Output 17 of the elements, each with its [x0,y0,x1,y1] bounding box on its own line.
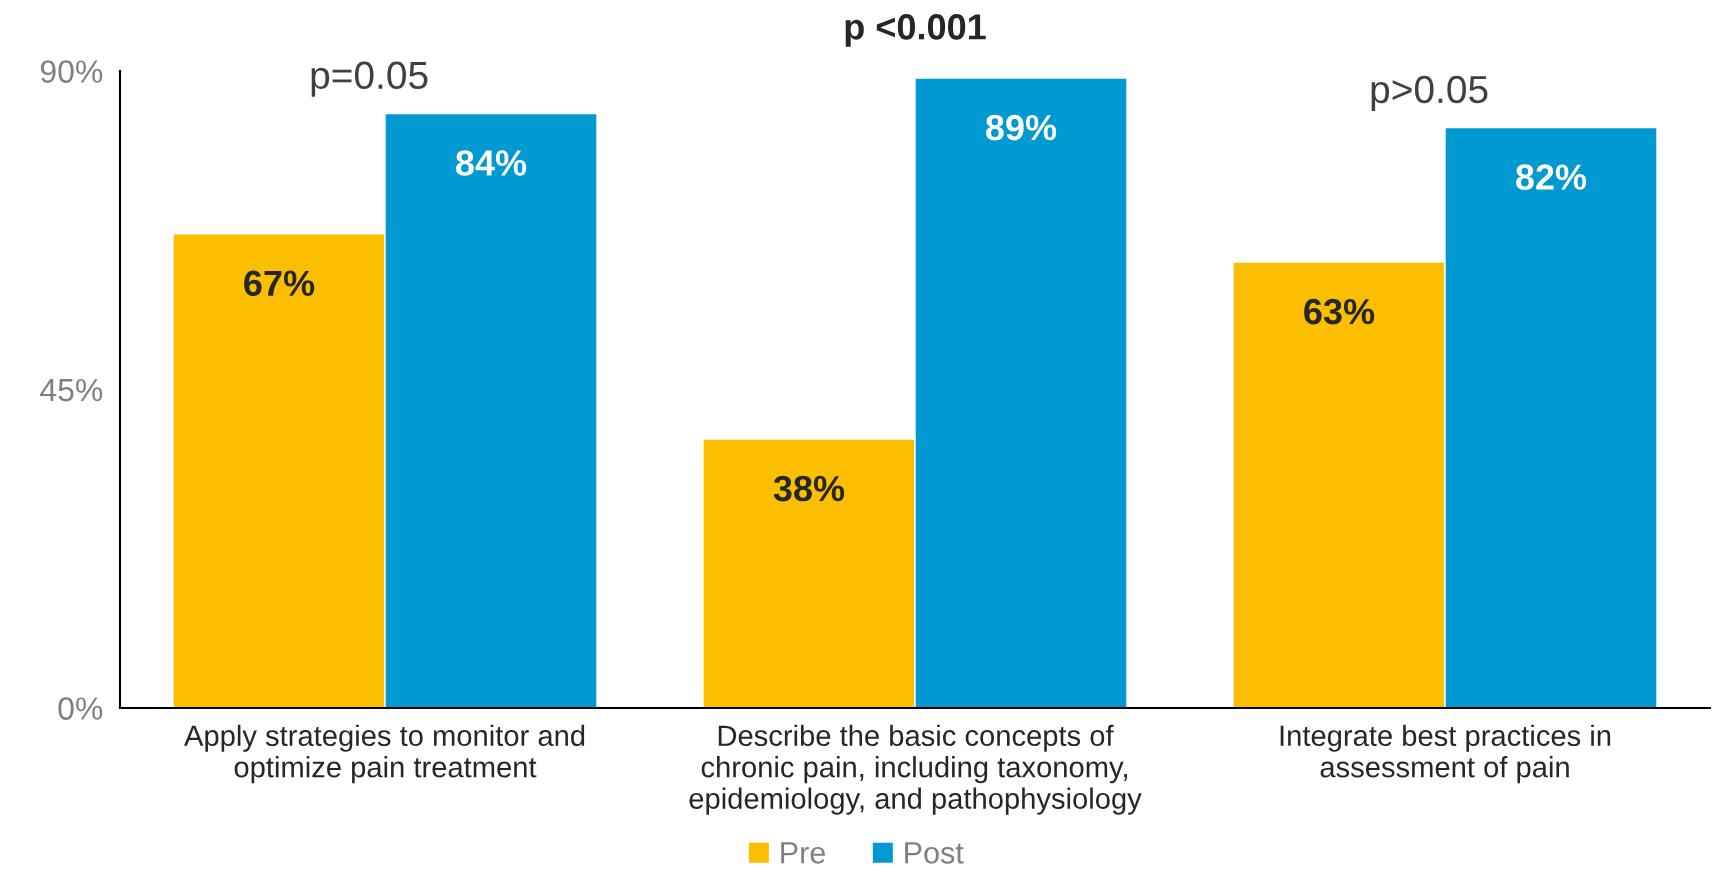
x-tick-label: Integrate best practices in assessment of pain [1280,724,1611,784]
y-tick-label: 45% [40,378,103,402]
y-tick-label: 0% [58,697,103,720]
chart-title: p <0.001 [845,14,986,47]
legend-label: Post [905,842,964,864]
data-label: 38% [773,475,845,502]
data-label: 89% [986,114,1057,141]
legend-label: Pre [781,842,825,864]
data-label: 63% [1304,298,1375,325]
data-label: 67% [244,270,315,297]
data-label: 82% [1516,164,1587,190]
annotation: p=0.05 [311,61,428,97]
data-label: 84% [456,150,527,176]
y-tick-label: 90% [40,60,103,83]
annotation: p>0.05 [1371,75,1488,111]
x-tick-label: Apply strategies to monitor and optimize pain treatment [184,724,585,784]
x-tick-label: Describe the basic concepts of chronic pain, including taxonomy, epidemiology, and pathophysiology [689,724,1142,815]
